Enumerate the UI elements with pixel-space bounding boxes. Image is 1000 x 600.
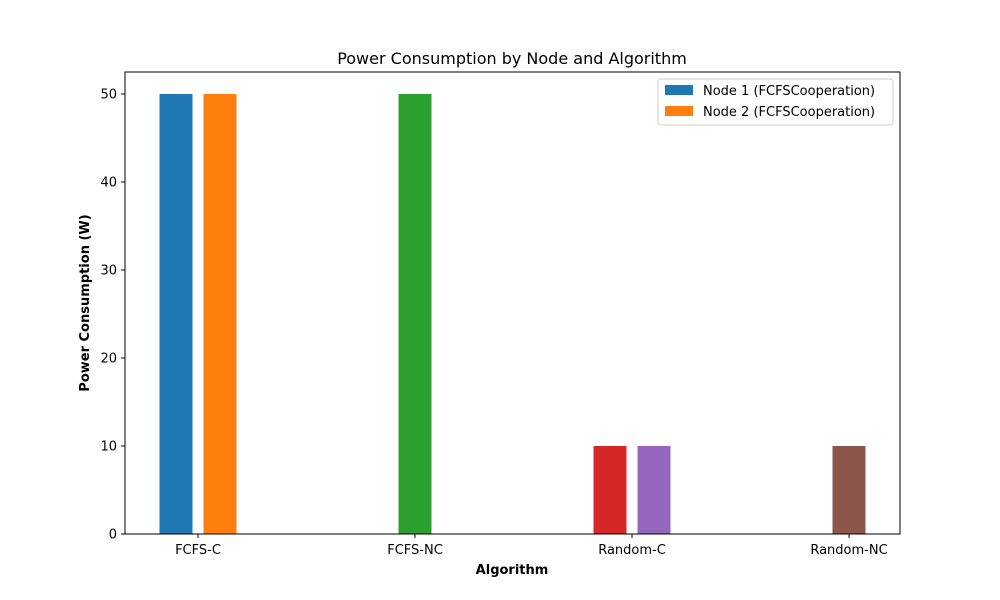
bars-group [159, 94, 866, 534]
plot-area-frame [124, 71, 901, 535]
y-axis-label: Power Consumption (W) [78, 214, 93, 391]
x-axis-ticks: FCFS-C FCFS-NC Random-C Random-NC [175, 534, 888, 558]
y-tick-label: 20 [100, 352, 117, 367]
legend-frame [657, 78, 894, 126]
x-axis-label: Algorithm [476, 563, 549, 578]
legend: Node 1 (FCFSCooperation) Node 2 (FCFSCoop… [657, 78, 894, 126]
legend-label: Node 1 (FCFSCooperation) [703, 84, 875, 99]
bar-random-nc-5 [832, 446, 866, 534]
y-axis-ticks: 0 10 20 30 40 50 [100, 88, 125, 543]
x-tick-label: FCFS-C [175, 543, 221, 558]
y-tick-label: 0 [109, 528, 117, 543]
x-tick-label: FCFS-NC [387, 543, 443, 558]
chart-title: Power Consumption by Node and Algorithm [337, 49, 687, 68]
bar-random-c-3 [593, 446, 627, 534]
y-tick-label: 40 [100, 176, 117, 191]
bar-random-c-4 [637, 446, 671, 534]
legend-swatch [665, 106, 693, 116]
bar-fcfs-c-1 [203, 94, 237, 534]
x-tick-label: Random-NC [810, 543, 887, 558]
legend-swatch [665, 85, 693, 95]
y-tick-label: 30 [100, 264, 117, 279]
y-tick-label: 50 [100, 88, 117, 103]
x-tick-label: Random-C [598, 543, 666, 558]
legend-label: Node 2 (FCFSCooperation) [703, 105, 875, 120]
bar-fcfs-c-0 [159, 94, 193, 534]
y-tick-label: 10 [100, 440, 117, 455]
bar-fcfs-nc-2 [398, 94, 432, 534]
